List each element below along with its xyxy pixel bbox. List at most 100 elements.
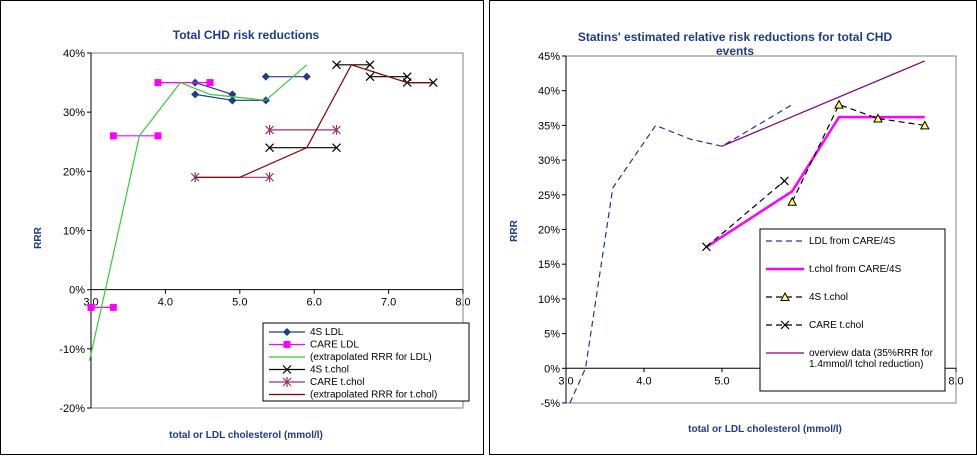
y-tick-label: 20% [538,225,560,237]
x-tick-label: 3.0 [83,297,98,309]
data-point-square [109,303,117,311]
data-point-triangle [780,291,790,301]
legend-label: CARE t.chol [310,377,364,388]
y-tick-label: 5% [544,329,560,341]
chart-title: Total CHD risk reductions [173,28,320,42]
x-tick-label: 8.0 [455,297,470,309]
y-tick-label: 25% [538,190,560,202]
y-tick-label: 10% [63,226,85,238]
x-tick-label: 3.0 [558,375,573,387]
legend-label: CARE t.chol [809,320,863,331]
data-point-diamond [191,90,200,99]
x-tick-label: 4.0 [636,375,651,387]
series-1 [87,79,214,311]
data-point-star [332,124,341,135]
y-tick-label: 45% [538,51,560,63]
chart-panel-right: Statins' estimated relative risk reducti… [489,0,977,455]
chart-left: Total CHD risk reductions total or LDL c… [33,28,471,441]
series-3 [701,176,789,252]
data-point-triangle [873,113,883,123]
legend-label: 4S t.chol [809,292,848,303]
x-tick-label: 4.0 [158,297,173,309]
series-4 [721,60,926,147]
series-line [195,93,233,101]
legend-label: t.chol from CARE/4S [809,264,902,275]
legend-box [262,322,470,402]
data-point-square [283,341,291,348]
data-point-x [701,242,711,252]
data-point-triangle [787,196,798,206]
data-point-triangle [919,120,930,130]
y-tick-label: -5% [540,398,560,410]
data-point-x [365,60,375,70]
data-point-square [109,132,117,140]
series-2 [88,64,308,361]
chart-panel-left: Total CHD risk reductions total or LDL c… [0,0,484,455]
y-tick-label: -20% [59,403,85,415]
series-line [721,60,926,147]
data-point-x [780,320,790,330]
series-5 [195,64,434,178]
data-point-square [87,303,95,311]
chart-title-line: Statins' estimated relative risk reducti… [578,30,893,44]
legend-label: LDL from CARE/4S [809,236,896,247]
legend-label: 4S t.chol [310,365,349,376]
y-tick-label: 35% [538,120,560,132]
chart-title: Statins' estimated relative risk reducti… [578,30,893,58]
data-point-square [154,79,162,87]
data-point-x [428,78,438,88]
legend-label: 1.4mmol/l tchol reduction) [809,359,924,370]
data-point-x [365,72,375,82]
y-tick-label: 30% [538,155,560,167]
legend: 4S LDL CARE LDL(extrapolated RRR for LDL)… [262,322,470,402]
x-axis-title: total or LDL cholesterol (mmol/l) [169,430,323,441]
y-tick-label: 10% [538,294,560,306]
data-point-star [265,172,274,183]
data-point-x [265,143,274,153]
data-point-square [206,79,214,87]
x-tick-label: 7.0 [381,297,396,309]
y-tick-label: -10% [59,344,85,356]
legend-label: (extrapolated RRR for t.chol) [310,390,437,401]
data-point-diamond [261,72,270,81]
y-tick-label: 40% [538,86,560,98]
legend-label: (extrapolated RRR for LDL) [310,352,432,363]
data-point-square [154,132,162,140]
data-point-diamond [228,96,237,105]
legend-label: CARE LDL [310,340,359,351]
y-tick-label: 20% [63,166,85,178]
chart-title-line: events [716,44,754,58]
series-line [195,82,233,95]
data-point-star [190,172,200,183]
x-axis-title: total or LDL cholesterol (mmol/l) [688,424,842,435]
y-axis-title: RRR [33,226,44,248]
x-tick-label: 6.0 [307,297,322,309]
series-line [791,103,925,202]
y-tick-label: 30% [63,107,85,119]
x-tick-label: 5.0 [232,297,247,309]
y-tick-label: 15% [538,259,560,271]
x-tick-label: 5.0 [714,375,729,387]
data-point-x [332,143,341,153]
data-point-star [282,377,292,387]
legend-label: 4S LDL [310,327,344,338]
data-point-triangle [834,99,844,109]
data-point-x [282,365,292,374]
data-point-diamond [283,328,291,336]
legend: LDL from CARE/4S t.chol from CARE/4S 4S t.… [759,228,946,392]
series-line [88,64,308,361]
data-point-diamond [302,72,311,81]
chart-right: Statins' estimated relative risk reducti… [509,30,964,435]
data-point-star [265,124,274,135]
x-tick-label: 8.0 [948,375,963,387]
y-axis-title: RRR [509,219,520,241]
legend-box [759,228,946,392]
series-2 [787,99,930,206]
y-tick-label: 0% [69,285,85,297]
data-point-x [779,176,789,186]
data-point-x [332,60,341,70]
y-tick-label: 0% [544,363,560,375]
legend-label: overview data (35%RRR for [809,348,934,359]
series-line [195,64,434,178]
series-line [706,180,785,248]
